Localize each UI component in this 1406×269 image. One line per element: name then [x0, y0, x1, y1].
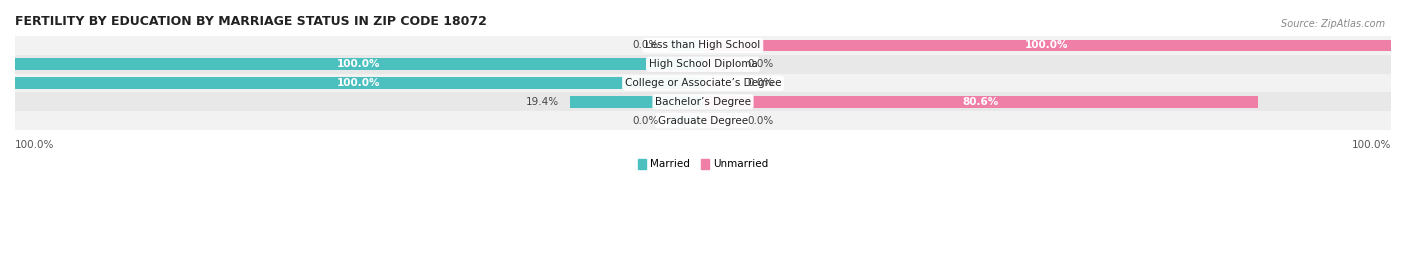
Text: 0.0%: 0.0% — [748, 78, 773, 88]
Bar — [15, 93, 1391, 111]
Bar — [703, 77, 737, 89]
Text: 100.0%: 100.0% — [337, 59, 381, 69]
Bar — [15, 77, 703, 89]
Text: 0.0%: 0.0% — [633, 116, 658, 126]
Text: 0.0%: 0.0% — [748, 116, 773, 126]
Text: Bachelor’s Degree: Bachelor’s Degree — [655, 97, 751, 107]
Bar — [669, 40, 703, 51]
Text: 19.4%: 19.4% — [526, 97, 560, 107]
Bar — [15, 36, 1391, 55]
Bar — [703, 96, 1257, 108]
Bar — [703, 115, 737, 126]
Text: 0.0%: 0.0% — [633, 41, 658, 51]
Bar — [703, 40, 1391, 51]
Bar — [669, 115, 703, 126]
Text: 100.0%: 100.0% — [15, 140, 55, 150]
Bar — [15, 55, 1391, 74]
Text: College or Associate’s Degree: College or Associate’s Degree — [624, 78, 782, 88]
Text: 100.0%: 100.0% — [1025, 41, 1069, 51]
Text: Less than High School: Less than High School — [645, 41, 761, 51]
Text: 100.0%: 100.0% — [1351, 140, 1391, 150]
Bar — [15, 74, 1391, 93]
Bar — [15, 58, 703, 70]
Bar — [15, 111, 1391, 130]
Text: FERTILITY BY EDUCATION BY MARRIAGE STATUS IN ZIP CODE 18072: FERTILITY BY EDUCATION BY MARRIAGE STATU… — [15, 15, 486, 28]
Text: Graduate Degree: Graduate Degree — [658, 116, 748, 126]
Text: 100.0%: 100.0% — [337, 78, 381, 88]
Text: High School Diploma: High School Diploma — [648, 59, 758, 69]
Legend: Married, Unmarried: Married, Unmarried — [634, 155, 772, 174]
Text: 80.6%: 80.6% — [962, 97, 998, 107]
Text: 0.0%: 0.0% — [748, 59, 773, 69]
Bar — [703, 58, 737, 70]
Text: Source: ZipAtlas.com: Source: ZipAtlas.com — [1281, 19, 1385, 29]
Bar — [569, 96, 703, 108]
